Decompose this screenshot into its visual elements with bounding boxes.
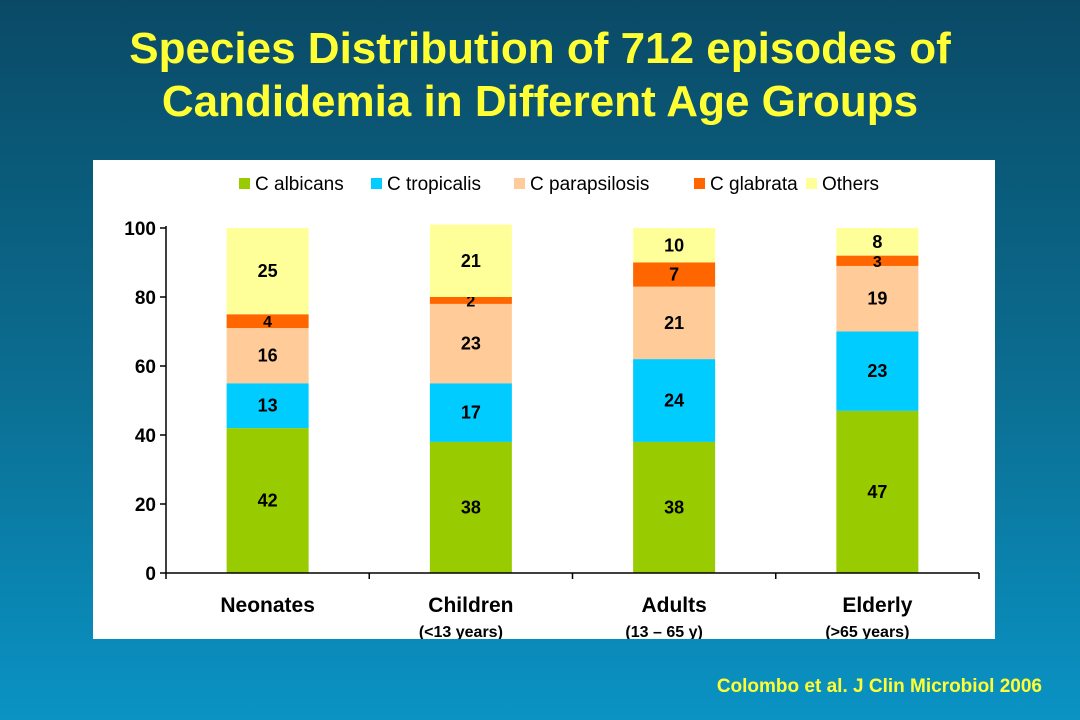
data-label-2-4: 2 bbox=[466, 293, 475, 310]
data-label-3-2: 24 bbox=[664, 391, 684, 411]
bar-2-5 bbox=[429, 224, 512, 297]
title-line-2: Candidemia in Different Age Groups bbox=[161, 77, 919, 126]
legend-swatch-1 bbox=[239, 178, 250, 189]
y-tick-label-5: 80 bbox=[135, 288, 156, 309]
slide-title: Species Distribution of 712 episodes of … bbox=[0, 22, 1080, 128]
legend-swatch-3 bbox=[514, 178, 525, 189]
x-sublabel-4: (>65 years) bbox=[825, 624, 909, 639]
data-label-1-3: 16 bbox=[258, 346, 278, 366]
legend-swatch-2 bbox=[371, 178, 382, 189]
legend-label-1: C albicans bbox=[255, 174, 344, 195]
data-label-2-3: 23 bbox=[461, 334, 481, 354]
data-label-1-2: 13 bbox=[258, 396, 278, 416]
bar-1-4 bbox=[226, 314, 309, 329]
data-label-4-1: 47 bbox=[867, 482, 887, 502]
x-sublabel-2: (<13 years) bbox=[419, 624, 503, 639]
legend-label-3: C parapsilosis bbox=[530, 174, 649, 195]
bar-3-1 bbox=[633, 441, 716, 573]
legend-label-4: C glabrata bbox=[710, 174, 798, 195]
data-label-1-1: 42 bbox=[258, 491, 278, 511]
y-tick-label-1: 0 bbox=[145, 564, 156, 585]
data-label-2-2: 17 bbox=[461, 403, 481, 423]
y-tick-label-6: 100 bbox=[124, 219, 156, 240]
data-label-1-5: 25 bbox=[258, 261, 278, 281]
bar-2-1 bbox=[429, 441, 512, 573]
bar-2-2 bbox=[429, 383, 512, 442]
bar-4-4 bbox=[836, 255, 919, 266]
x-tick-label-2: Children bbox=[428, 594, 513, 617]
data-label-2-1: 38 bbox=[461, 497, 481, 517]
data-label-2-5: 21 bbox=[461, 251, 481, 271]
bar-3-5 bbox=[633, 228, 716, 263]
legend-swatch-4 bbox=[694, 178, 705, 189]
legend-swatch-5 bbox=[806, 178, 817, 189]
bar-3-4 bbox=[633, 262, 716, 287]
stacked-bar-chart: C albicans C tropicalis C parapsilosis C gl… bbox=[124, 174, 980, 639]
legend-label-5: Others bbox=[822, 174, 879, 195]
citation: Colombo et al. J Clin Microbiol 2006 bbox=[716, 676, 1042, 697]
bar-1-2 bbox=[226, 383, 309, 429]
data-label-1-4: 4 bbox=[263, 314, 272, 331]
bar-1-3 bbox=[226, 328, 309, 384]
bar-4-3 bbox=[836, 265, 919, 332]
bar-1-5 bbox=[226, 228, 309, 315]
bar-2-4 bbox=[429, 297, 512, 304]
y-tick-label-2: 20 bbox=[135, 495, 156, 516]
x-tick-label-1: Neonates bbox=[220, 594, 315, 617]
bar-4-1 bbox=[836, 410, 919, 573]
bar-4-5 bbox=[836, 228, 919, 256]
data-label-3-5: 10 bbox=[664, 235, 684, 255]
chart-panel: C albicans C tropicalis C parapsilosis C gl… bbox=[93, 160, 995, 639]
y-tick-label-3: 40 bbox=[135, 426, 156, 447]
bar-1-1 bbox=[226, 428, 309, 573]
x-tick-label-4: Elderly bbox=[842, 594, 912, 617]
bar-3-2 bbox=[633, 359, 716, 442]
title-line-1: Species Distribution of 712 episodes of bbox=[129, 24, 951, 73]
data-label-4-3: 19 bbox=[867, 289, 887, 309]
bar-2-3 bbox=[429, 303, 512, 384]
legend-label-2: C tropicalis bbox=[387, 174, 481, 195]
data-label-3-3: 21 bbox=[664, 313, 684, 333]
y-tick-label-4: 60 bbox=[135, 357, 156, 378]
data-label-3-1: 38 bbox=[664, 497, 684, 517]
x-sublabel-3: (13 – 65 y) bbox=[625, 624, 702, 639]
data-label-4-4: 3 bbox=[873, 254, 882, 271]
data-label-4-5: 8 bbox=[872, 232, 882, 252]
data-label-3-4: 7 bbox=[669, 265, 679, 285]
bar-4-2 bbox=[836, 331, 919, 411]
data-label-4-2: 23 bbox=[867, 361, 887, 381]
bar-3-3 bbox=[633, 286, 716, 360]
x-tick-label-3: Adults bbox=[641, 594, 706, 617]
